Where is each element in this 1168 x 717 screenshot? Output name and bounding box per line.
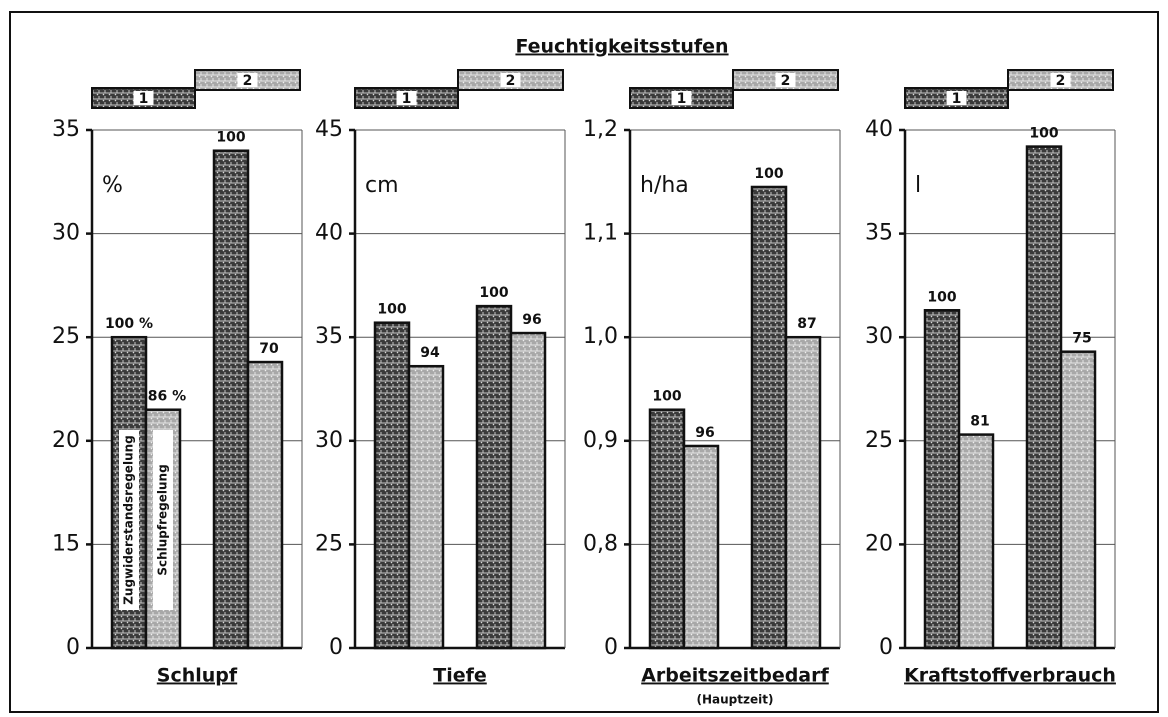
- legend-label-bg: [1050, 73, 1071, 87]
- legend-label: 2: [506, 73, 516, 89]
- y-tick-label: 25: [865, 428, 893, 453]
- y-tick-label: 0,9: [583, 428, 618, 453]
- value-annotation: 100: [377, 302, 406, 318]
- y-tick-label: 20: [52, 428, 80, 453]
- series-name-bg: [153, 430, 173, 610]
- y-tick-label: 25: [315, 531, 343, 556]
- value-annotation: 94: [420, 345, 440, 361]
- y-axis-label: cm: [365, 173, 399, 198]
- y-tick-label: 20: [865, 531, 893, 556]
- y-tick-label: 0: [879, 635, 893, 660]
- y-tick-label: 15: [52, 531, 80, 556]
- y-tick-label: 45: [315, 117, 343, 142]
- value-annotation: 81: [970, 414, 989, 430]
- panel-title: Tiefe: [433, 665, 487, 687]
- y-tick-label: 0,8: [583, 531, 618, 556]
- panel-subtitle: (Hauptzeit): [697, 693, 774, 707]
- bar: [246, 360, 284, 650]
- y-axis-label: %: [102, 173, 123, 198]
- bar: [212, 149, 250, 650]
- legend-label: 1: [139, 91, 149, 107]
- y-tick-label: 30: [865, 324, 893, 349]
- legend-label: 2: [781, 73, 791, 89]
- legend-label: 1: [402, 91, 412, 107]
- legend-label-bg: [396, 91, 417, 105]
- bar: [373, 321, 411, 650]
- frame: [9, 11, 1159, 713]
- bar: [1025, 145, 1063, 650]
- bar: [923, 309, 961, 650]
- value-annotation: 96: [522, 312, 541, 328]
- y-tick-label: 0: [604, 635, 618, 660]
- legend-label: 1: [677, 91, 687, 107]
- y-axis-label: l: [915, 173, 921, 198]
- value-annotation: 100: [754, 166, 783, 182]
- y-tick-label: 30: [315, 428, 343, 453]
- legend-label-bg: [237, 73, 258, 87]
- y-tick-label: 35: [865, 221, 893, 246]
- y-tick-label: 1,2: [583, 117, 618, 142]
- value-annotation: 96: [695, 425, 714, 441]
- y-tick-label: 25: [52, 324, 80, 349]
- value-annotation: 75: [1072, 331, 1091, 347]
- value-annotation: 70: [259, 341, 279, 357]
- panel-title: Schlupf: [157, 665, 238, 687]
- bar: [957, 433, 995, 650]
- y-axis-label: h/ha: [640, 173, 689, 198]
- y-tick-label: 0: [329, 635, 343, 660]
- legend-label-bg: [946, 91, 967, 105]
- y-tick-label: 35: [52, 117, 80, 142]
- legend-label-bg: [671, 91, 692, 105]
- legend-label: 2: [243, 73, 253, 89]
- bar: [648, 408, 686, 650]
- series-name-bg: [119, 430, 139, 610]
- y-tick-label: 1,1: [583, 221, 618, 246]
- y-tick-label: 35: [315, 324, 343, 349]
- legend-label: 1: [952, 91, 962, 107]
- value-annotation: 86 %: [148, 389, 186, 405]
- bar: [407, 364, 445, 650]
- chart-title: Feuchtigkeitsstufen: [515, 36, 728, 58]
- bar: [1059, 350, 1097, 650]
- series-name: Zugwiderstandsregelung: [122, 435, 136, 605]
- value-annotation: 100: [927, 289, 956, 305]
- y-tick-label: 0: [66, 635, 80, 660]
- series-name: Schlupfregelung: [156, 464, 170, 575]
- legend-label-bg: [500, 73, 521, 87]
- y-tick-label: 40: [865, 117, 893, 142]
- panel-title: Kraftstoffverbrauch: [904, 665, 1116, 687]
- value-annotation: 100: [1029, 126, 1058, 142]
- bar: [682, 444, 720, 650]
- y-tick-label: 40: [315, 221, 343, 246]
- legend-label: 2: [1056, 73, 1066, 89]
- value-annotation: 100: [652, 389, 681, 405]
- y-tick-label: 1,0: [583, 324, 618, 349]
- legend-label-bg: [775, 73, 796, 87]
- bar: [784, 335, 822, 650]
- y-tick-label: 30: [52, 221, 80, 246]
- bar: [475, 304, 513, 650]
- value-annotation: 100: [479, 285, 508, 301]
- legend-label-bg: [133, 91, 154, 105]
- value-annotation: 87: [797, 316, 816, 332]
- bar: [509, 331, 547, 650]
- value-annotation: 100 %: [105, 316, 153, 332]
- panel-title: Arbeitszeitbedarf: [641, 665, 829, 687]
- value-annotation: 100: [216, 130, 245, 146]
- bar: [750, 185, 788, 650]
